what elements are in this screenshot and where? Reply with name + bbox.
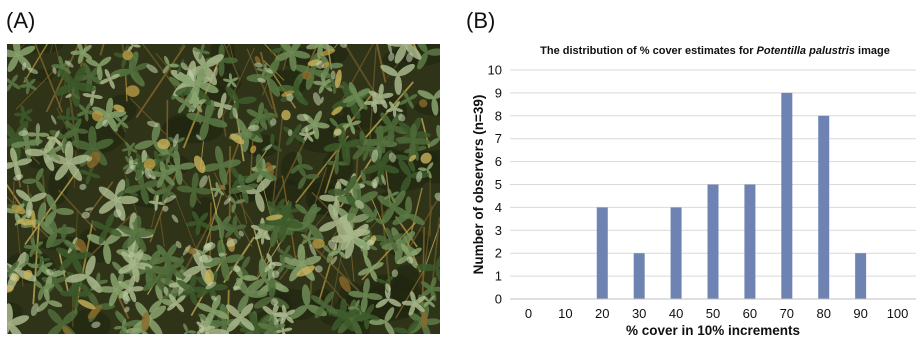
y-tick-labels: 0 1 2 3 4 5 6 7 8 9 10 [488,63,502,307]
bar-60 [744,184,756,299]
photo-foliage [7,44,440,334]
chart-bars [596,92,867,300]
x-tick-label: 100 [887,306,909,321]
x-tick-label: 40 [669,306,683,321]
panel-b-label: (B) [466,8,496,33]
y-tick-label: 3 [495,223,502,238]
panel-a-label: (A) [6,8,36,33]
vegetation-photo [7,44,440,334]
x-tick-label: 10 [558,306,572,321]
bar-80 [818,115,830,299]
x-tick-labels: 0 10 20 30 40 50 60 70 80 90 100 [525,306,909,321]
x-tick-label: 30 [632,306,646,321]
chart-title-species: Potentilla palustris [757,45,855,57]
y-tick-label: 6 [495,154,502,169]
chart-title: The distribution of % cover estimates fo… [540,45,890,57]
bar-20 [596,207,608,299]
y-tick-label: 7 [495,131,502,146]
x-tick-label: 20 [595,306,609,321]
bar-50 [707,184,719,299]
chart-title-prefix: The distribution of % cover estimates fo… [540,45,756,57]
x-tick-label: 70 [780,306,794,321]
y-axis-label: Number of observers (n=39) [471,95,486,275]
x-tick-label: 90 [853,306,867,321]
y-tick-label: 10 [488,63,502,78]
cover-estimate-bar-chart: The distribution of % cover estimates fo… [471,45,916,338]
y-tick-label: 1 [495,269,502,284]
y-tick-label: 0 [495,292,502,307]
chart-title-suffix: image [855,45,890,57]
bar-40 [670,207,682,299]
x-tick-label: 0 [525,306,532,321]
bar-30 [633,253,645,299]
y-tick-label: 9 [495,85,502,100]
x-tick-label: 80 [816,306,830,321]
bar-70 [781,92,793,300]
bar-90 [855,253,867,299]
x-axis-label: % cover in 10% increments [626,323,800,338]
y-tick-label: 8 [495,108,502,123]
y-tick-label: 5 [495,177,502,192]
y-tick-label: 4 [495,200,502,215]
y-tick-label: 2 [495,246,502,261]
x-tick-label: 50 [706,306,720,321]
x-tick-label: 60 [743,306,757,321]
